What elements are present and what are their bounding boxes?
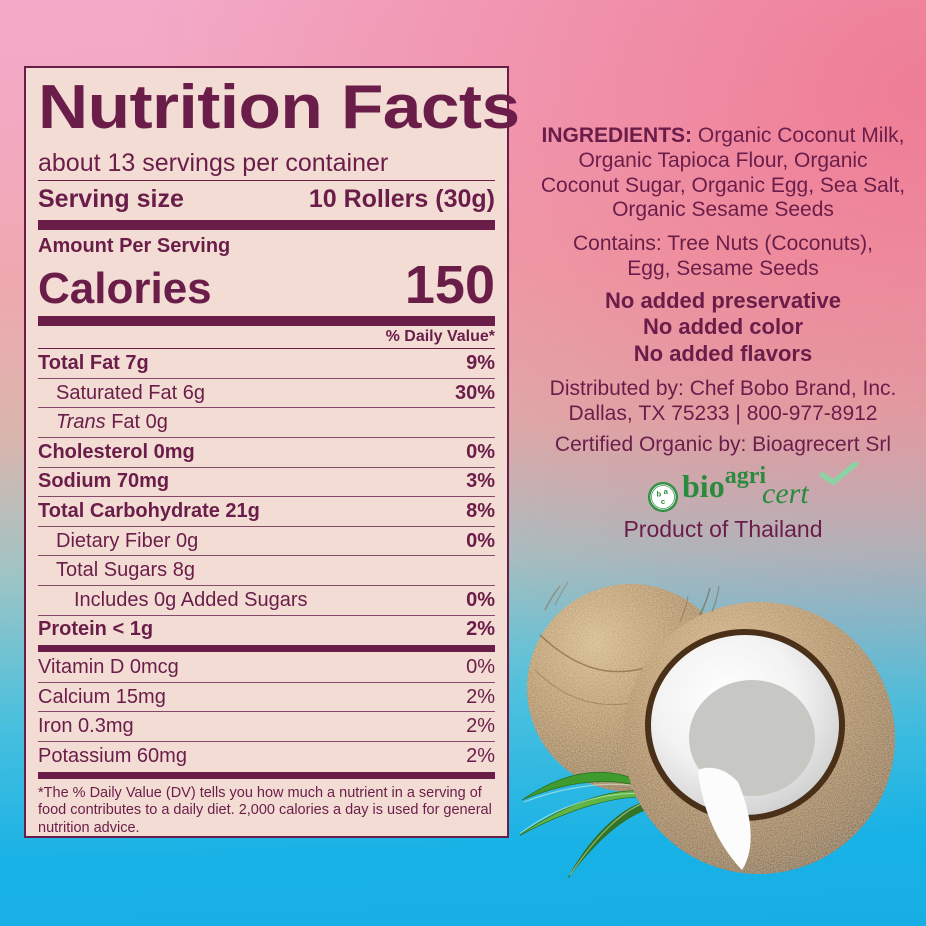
svg-text:a: a [664, 487, 669, 496]
svg-text:c: c [661, 497, 666, 506]
